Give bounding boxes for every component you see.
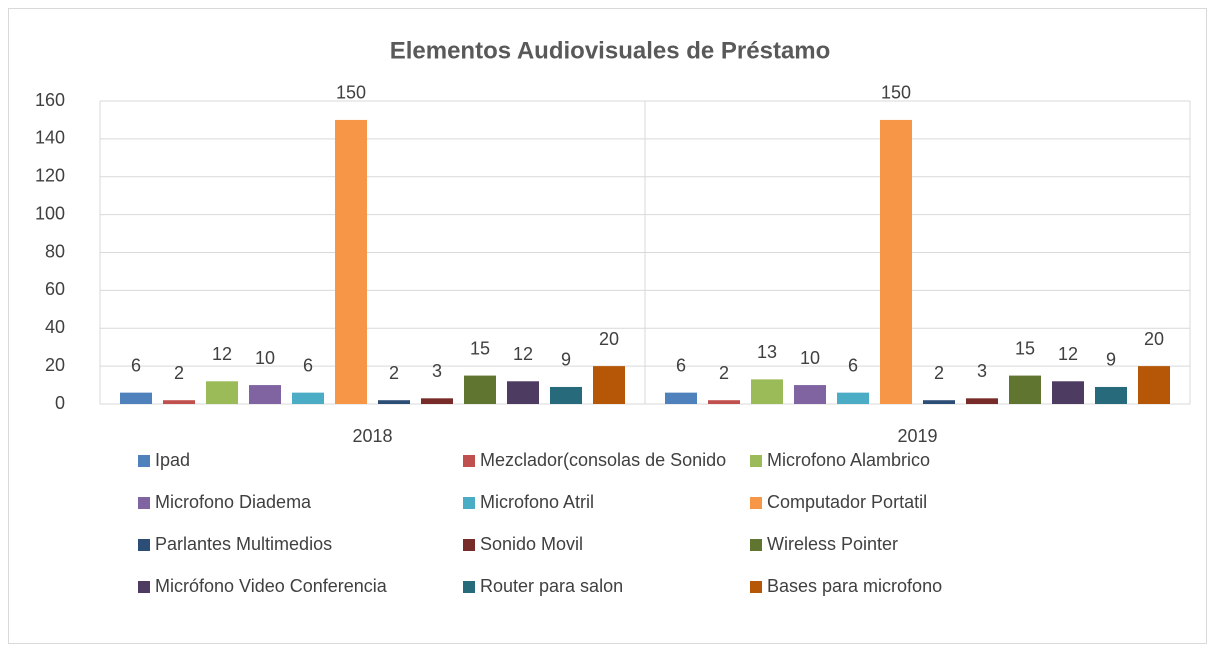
x-tick-label: 2018	[352, 426, 392, 446]
legend-swatch	[463, 581, 475, 593]
bar	[464, 375, 496, 404]
bar	[378, 400, 410, 404]
x-tick-label: 2019	[897, 426, 937, 446]
legend-label: Micrófono Video Conferencia	[155, 576, 388, 596]
legend-label: Wireless Pointer	[767, 534, 898, 554]
data-label: 12	[212, 344, 232, 364]
data-label: 10	[800, 348, 820, 368]
y-tick-label: 20	[45, 355, 65, 375]
legend-swatch	[750, 497, 762, 509]
data-label: 9	[1106, 350, 1116, 370]
data-label: 9	[561, 350, 571, 370]
y-tick-label: 100	[35, 203, 65, 223]
legend-label: Computador Portatil	[767, 492, 927, 512]
y-tick-label: 0	[55, 393, 65, 413]
bar	[1009, 375, 1041, 404]
bar	[880, 119, 912, 404]
legend-swatch	[463, 497, 475, 509]
data-label: 6	[303, 355, 313, 375]
data-label: 6	[676, 355, 686, 375]
y-tick-label: 140	[35, 128, 65, 148]
data-label: 3	[977, 361, 987, 381]
bar	[335, 119, 367, 404]
bar	[507, 381, 539, 404]
bar	[1138, 366, 1170, 404]
legend-label: Microfono Diadema	[155, 492, 312, 512]
bar	[206, 381, 238, 404]
legend-swatch	[750, 581, 762, 593]
data-label: 20	[1144, 329, 1164, 349]
data-label: 13	[757, 342, 777, 362]
bar	[249, 385, 281, 404]
legend-label: Microfono Alambrico	[767, 450, 930, 470]
legend-swatch	[138, 581, 150, 593]
bar	[1052, 381, 1084, 404]
legend-swatch	[138, 455, 150, 467]
y-tick-label: 60	[45, 279, 65, 299]
legend-swatch	[750, 539, 762, 551]
legend-label: Ipad	[155, 450, 190, 470]
data-label: 15	[470, 338, 490, 358]
chart-frame	[8, 8, 1207, 644]
bar	[751, 379, 783, 404]
data-label: 6	[848, 355, 858, 375]
data-label: 2	[174, 363, 184, 383]
bar	[593, 366, 625, 404]
data-label: 20	[599, 329, 619, 349]
bar	[1095, 386, 1127, 404]
bar	[923, 400, 955, 404]
bar	[837, 392, 869, 404]
data-label: 10	[255, 348, 275, 368]
legend-swatch	[463, 539, 475, 551]
data-label: 15	[1015, 338, 1035, 358]
y-tick-label: 80	[45, 241, 65, 261]
data-label: 12	[1058, 344, 1078, 364]
legend-swatch	[750, 455, 762, 467]
legend-label: Sonido Movil	[480, 534, 583, 554]
legend-swatch	[463, 455, 475, 467]
bar	[665, 392, 697, 404]
data-label: 2	[719, 363, 729, 383]
legend-label: Mezclador(consolas de Sonido	[480, 450, 726, 470]
bar	[794, 385, 826, 404]
legend-swatch	[138, 539, 150, 551]
data-label: 6	[131, 355, 141, 375]
y-tick-label: 160	[35, 90, 65, 110]
bar	[708, 400, 740, 404]
legend-label: Microfono Atril	[480, 492, 594, 512]
data-label: 150	[336, 83, 366, 103]
y-tick-label: 120	[35, 166, 65, 186]
y-tick-label: 40	[45, 317, 65, 337]
data-label: 3	[432, 361, 442, 381]
bar	[550, 386, 582, 404]
data-label: 2	[389, 363, 399, 383]
legend-label: Bases para microfono	[767, 576, 942, 596]
legend-label: Router para salon	[480, 576, 623, 596]
bar	[421, 398, 453, 404]
bar	[163, 400, 195, 404]
bar	[292, 392, 324, 404]
data-label: 12	[513, 344, 533, 364]
chart-title: Elementos Audiovisuales de Préstamo	[390, 37, 831, 64]
data-label: 150	[881, 83, 911, 103]
legend-swatch	[138, 497, 150, 509]
bar	[966, 398, 998, 404]
bar	[120, 392, 152, 404]
data-label: 2	[934, 363, 944, 383]
legend-label: Parlantes Multimedios	[155, 534, 332, 554]
